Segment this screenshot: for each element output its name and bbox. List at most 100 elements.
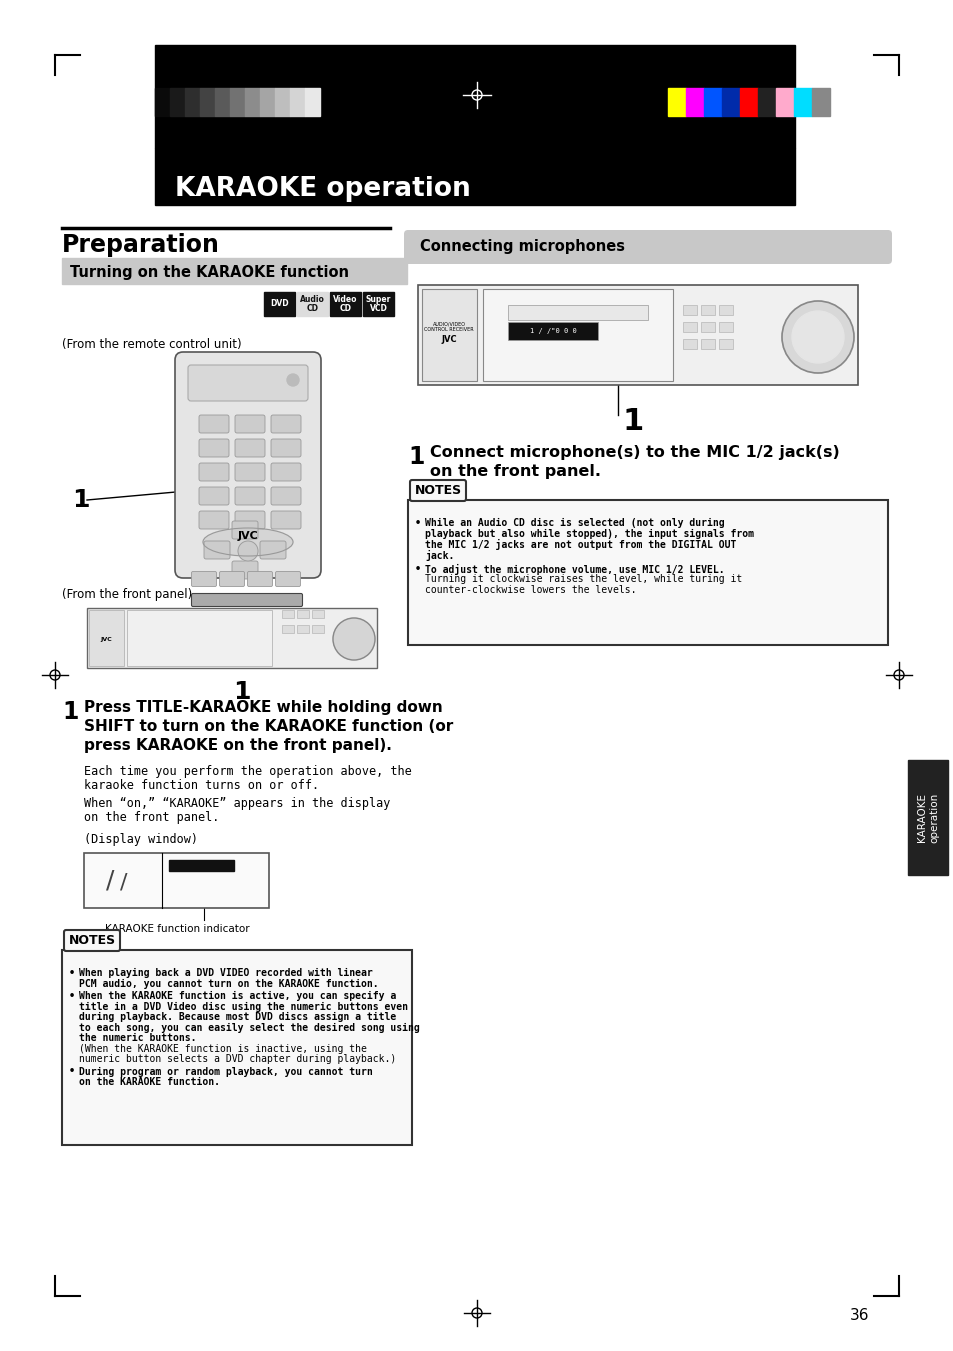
Bar (84, 852, 269, 908)
Bar (363, 292, 394, 316)
Bar (170, 88, 185, 116)
Text: AUDIO/VIDEO
CONTROL RECEIVER: AUDIO/VIDEO CONTROL RECEIVER (424, 322, 474, 332)
Bar (154, 149, 794, 205)
FancyBboxPatch shape (271, 439, 301, 457)
Bar (62, 258, 407, 284)
FancyBboxPatch shape (192, 593, 302, 607)
Text: •: • (415, 517, 421, 528)
FancyBboxPatch shape (271, 486, 301, 505)
Text: 36: 36 (849, 1308, 869, 1323)
Bar (685, 88, 703, 116)
Bar (700, 305, 714, 315)
FancyBboxPatch shape (234, 439, 265, 457)
FancyBboxPatch shape (199, 463, 229, 481)
FancyBboxPatch shape (232, 561, 257, 580)
FancyBboxPatch shape (410, 480, 465, 501)
Text: /: / (120, 873, 128, 893)
Text: SHIFT to turn on the KARAOKE function (or: SHIFT to turn on the KARAOKE function (o… (84, 719, 453, 734)
FancyBboxPatch shape (192, 571, 216, 586)
Text: counter-clockwise lowers the levels.: counter-clockwise lowers the levels. (424, 585, 636, 594)
FancyBboxPatch shape (174, 353, 320, 578)
FancyBboxPatch shape (403, 230, 891, 263)
Bar (87, 608, 376, 667)
Text: 1 / /"0 0 0: 1 / /"0 0 0 (529, 328, 576, 334)
Text: 1: 1 (233, 680, 251, 704)
Bar (296, 626, 309, 634)
Text: Video
CD: Video CD (333, 295, 357, 313)
Bar (408, 500, 887, 644)
Text: (From the front panel): (From the front panel) (62, 588, 193, 601)
Text: KARAOKE function indicator: KARAOKE function indicator (105, 924, 249, 934)
FancyBboxPatch shape (271, 463, 301, 481)
Text: To adjust the microphone volume, use MIC 1/2 LEVEL.: To adjust the microphone volume, use MIC… (424, 563, 724, 576)
Circle shape (237, 540, 257, 561)
FancyBboxPatch shape (188, 365, 308, 401)
Bar (274, 88, 290, 116)
Text: Connecting microphones: Connecting microphones (419, 239, 624, 254)
Bar (507, 305, 647, 320)
FancyBboxPatch shape (199, 486, 229, 505)
FancyBboxPatch shape (199, 511, 229, 530)
Bar (89, 611, 124, 666)
Bar (312, 611, 324, 617)
Text: Preparation: Preparation (62, 232, 219, 257)
Text: the MIC 1/2 jacks are not output from the DIGITAL OUT: the MIC 1/2 jacks are not output from th… (424, 539, 736, 550)
Bar (700, 322, 714, 332)
Bar (811, 88, 829, 116)
FancyBboxPatch shape (219, 571, 244, 586)
Bar (214, 88, 230, 116)
Bar (682, 305, 697, 315)
Bar (154, 88, 170, 116)
FancyBboxPatch shape (260, 540, 286, 559)
Text: on the front panel.: on the front panel. (430, 463, 600, 480)
Text: jack.: jack. (424, 550, 454, 561)
Circle shape (791, 311, 843, 363)
Text: numeric button selects a DVD chapter during playback.): numeric button selects a DVD chapter dur… (79, 1054, 395, 1065)
FancyBboxPatch shape (199, 415, 229, 434)
Text: to each song, you can easily select the desired song using: to each song, you can easily select the … (79, 1023, 419, 1032)
Bar (421, 289, 476, 381)
Text: Each time you perform the operation above, the: Each time you perform the operation abov… (84, 765, 412, 778)
FancyBboxPatch shape (271, 511, 301, 530)
FancyBboxPatch shape (247, 571, 273, 586)
Text: NOTES: NOTES (414, 485, 461, 497)
Text: KARAOKE
operation: KARAOKE operation (916, 793, 938, 843)
Text: (Display window): (Display window) (84, 834, 198, 846)
Bar (312, 626, 324, 634)
Text: press KARAOKE on the front panel).: press KARAOKE on the front panel). (84, 738, 392, 753)
Bar (758, 88, 775, 116)
Text: 1: 1 (71, 488, 90, 512)
FancyBboxPatch shape (275, 571, 300, 586)
Text: •: • (69, 992, 75, 1001)
Bar (682, 339, 697, 349)
Bar (296, 611, 309, 617)
Bar (703, 88, 721, 116)
Text: When “on,” “KARAOKE” appears in the display: When “on,” “KARAOKE” appears in the disp… (84, 797, 390, 811)
Text: the numeric buttons.: the numeric buttons. (79, 1034, 196, 1043)
FancyBboxPatch shape (234, 415, 265, 434)
Text: Turning on the KARAOKE function: Turning on the KARAOKE function (70, 265, 349, 280)
Text: title in a DVD Video disc using the numeric buttons even: title in a DVD Video disc using the nume… (79, 1001, 408, 1012)
Ellipse shape (203, 528, 293, 557)
Bar (305, 88, 319, 116)
Text: 1: 1 (408, 444, 424, 469)
Bar (719, 339, 732, 349)
Text: PCM audio, you cannot turn on the KARAOKE function.: PCM audio, you cannot turn on the KARAOK… (79, 978, 378, 989)
Bar (185, 88, 200, 116)
Bar (417, 285, 857, 385)
Text: JVC: JVC (440, 335, 456, 343)
Bar (296, 292, 328, 316)
Bar (245, 88, 260, 116)
Text: Press TITLE-KARAOKE while holding down: Press TITLE-KARAOKE while holding down (84, 700, 442, 715)
FancyBboxPatch shape (234, 486, 265, 505)
Text: DVD: DVD (270, 300, 289, 308)
Text: Turning it clockwise raises the level, while turing it: Turning it clockwise raises the level, w… (424, 574, 741, 585)
Text: During program or random playback, you cannot turn: During program or random playback, you c… (79, 1066, 373, 1077)
Bar (127, 611, 272, 666)
FancyBboxPatch shape (199, 439, 229, 457)
Text: •: • (69, 969, 75, 978)
Text: Connect microphone(s) to the MIC 1/2 jack(s): Connect microphone(s) to the MIC 1/2 jac… (430, 444, 839, 459)
Text: KARAOKE operation: KARAOKE operation (174, 176, 470, 203)
Text: during playback. Because most DVD discs assign a title: during playback. Because most DVD discs … (79, 1012, 395, 1021)
FancyBboxPatch shape (271, 415, 301, 434)
